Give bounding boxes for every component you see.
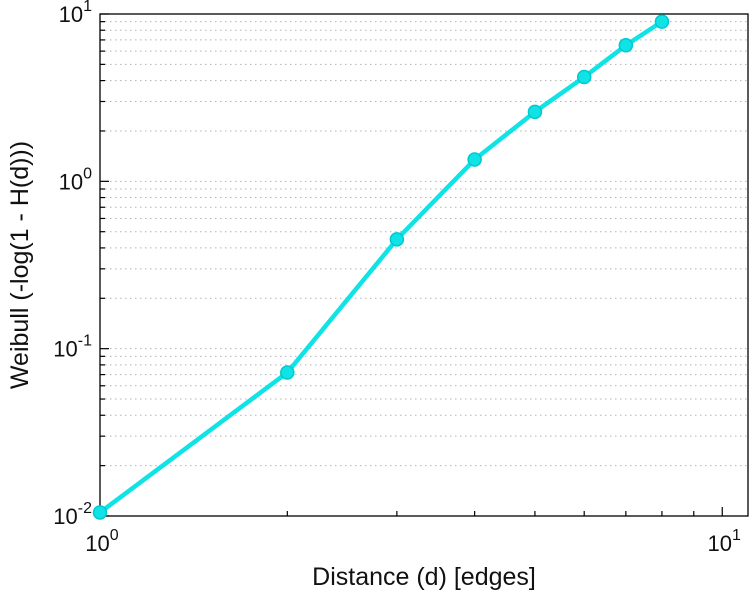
y-tick-label: 100 — [59, 165, 92, 194]
y-tick-label: 101 — [59, 0, 92, 27]
grid-layer — [100, 21, 748, 467]
data-point-marker — [618, 38, 634, 53]
axis-layer — [99, 13, 749, 517]
data-point-marker — [527, 104, 543, 120]
plot-border — [99, 13, 749, 517]
data-point-marker — [280, 365, 295, 380]
x-tick-label: 101 — [708, 527, 741, 556]
x-axis-label: Distance (d) [edges] — [312, 563, 536, 591]
y-axis-label: Weibull (-log(1 - H(d))) — [6, 141, 34, 389]
data-point-marker — [576, 69, 592, 85]
data-point-marker — [467, 152, 482, 167]
data-line — [97, 19, 665, 515]
tick-label-layer: 100 101 10-2 10-1 100 101 — [53, 0, 741, 556]
data-point-marker — [654, 14, 670, 29]
data-point-marker — [92, 505, 108, 520]
y-tick-label: 10-1 — [53, 333, 92, 362]
series-layer — [92, 14, 670, 520]
y-tick-label: 10-2 — [53, 500, 92, 529]
data-point-marker — [389, 232, 405, 247]
x-tick-label: 100 — [85, 527, 118, 556]
